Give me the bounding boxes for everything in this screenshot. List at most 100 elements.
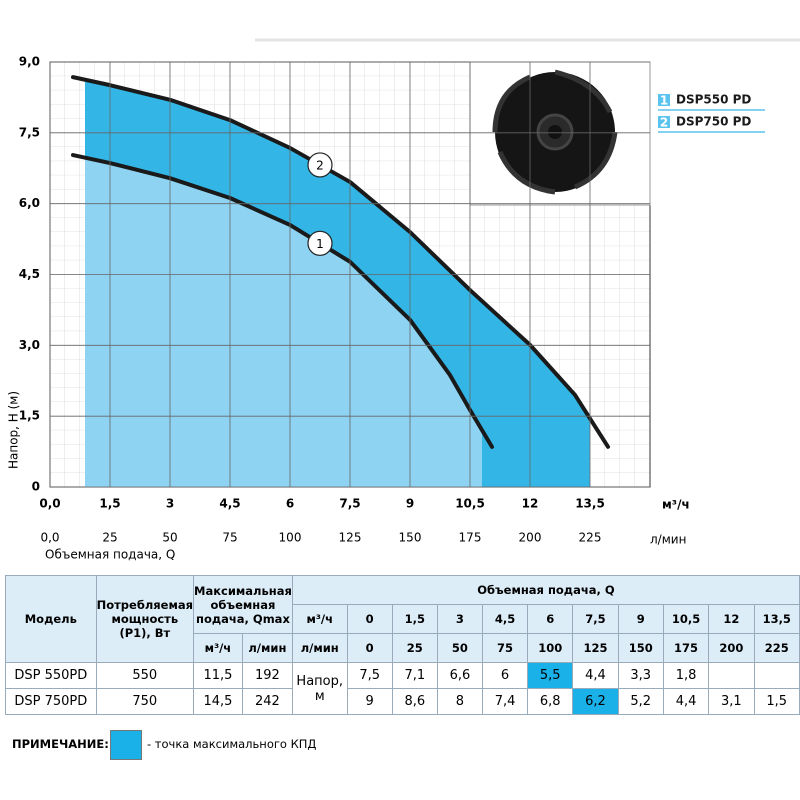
x2-tick-label: 150: [399, 531, 422, 545]
header-cell: Модель: [5, 575, 97, 663]
x2-tick-label: 200: [519, 531, 542, 545]
y-axis-label: Напор, Н (м): [7, 391, 21, 469]
header-cell: Объемная подача, Q: [291, 575, 800, 605]
x-tick-label: 9: [406, 497, 414, 511]
header-cell: м³/ч: [291, 604, 348, 634]
cell: 8,6: [391, 688, 438, 715]
header-cell: 9: [617, 604, 664, 634]
x2-tick-label: 50: [162, 531, 177, 545]
header-cell: 125: [572, 633, 619, 663]
x-unit: м³/ч: [662, 498, 690, 512]
curve-label: 1: [316, 237, 324, 251]
legend-label: DSP550 PD: [676, 93, 751, 107]
header-cell: 75: [481, 633, 529, 663]
y-tick-label: 9,0: [19, 55, 40, 69]
x2-tick-label: 0,0: [40, 531, 59, 545]
x2-tick-label: 175: [459, 531, 482, 545]
cell: 242: [241, 688, 293, 715]
cell: 6: [481, 662, 529, 689]
cell: 1,8: [662, 662, 710, 689]
legend-label: DSP750 PD: [676, 115, 751, 129]
cell: 6,2: [572, 688, 619, 715]
cell: 550: [95, 662, 195, 689]
x2-tick-label: 75: [222, 531, 237, 545]
header-cell: 4,5: [481, 604, 529, 634]
header-cell: 3: [436, 604, 483, 634]
x-tick-label: 12: [522, 497, 539, 511]
cell: 1,5: [753, 688, 800, 715]
cell: 9: [346, 688, 393, 715]
y-tick-label: 3,0: [19, 338, 40, 352]
y-tick-label: 6,0: [19, 196, 40, 210]
cell: 750: [95, 688, 195, 715]
x-tick-label: 7,5: [339, 497, 360, 511]
header-cell: 0: [346, 633, 393, 663]
header-cell: 150: [617, 633, 664, 663]
x2-tick-label: 100: [279, 531, 302, 545]
x-tick-label: 1,5: [99, 497, 120, 511]
chart: Объемная подача, Q Напор, Н (м) м³/ч л/м…: [7, 38, 800, 562]
header-cell: л/мин: [241, 633, 293, 663]
header-cell: 175: [662, 633, 710, 663]
cell: 4,4: [662, 688, 710, 715]
header-cell: 25: [391, 633, 438, 663]
cell: 11,5: [193, 662, 243, 689]
x-tick-label: 6: [286, 497, 294, 511]
header-cell: 6: [527, 604, 574, 634]
header-cell: Потребляемая мощность (Р1), Вт: [95, 575, 195, 663]
x2-tick-label: 125: [339, 531, 362, 545]
header-cell: 7,5: [572, 604, 619, 634]
cell: DSP 750PD: [5, 688, 97, 715]
legend-number: 2: [660, 116, 668, 130]
cell: 7,5: [346, 662, 393, 689]
y-tick-label: 4,5: [19, 267, 40, 281]
note-swatch: [110, 730, 142, 760]
cell: 14,5: [193, 688, 243, 715]
cell: Напор, м: [291, 662, 348, 715]
note: ПРИМЕЧАНИЕ: - точка максимального КПД: [12, 730, 412, 760]
header-cell: 200: [708, 633, 755, 663]
cell: 7,1: [391, 662, 438, 689]
x2-tick-label: 25: [102, 531, 117, 545]
cell: 5,5: [527, 662, 574, 689]
curve-label: 2: [316, 158, 324, 172]
impeller-picture: [469, 61, 651, 206]
x-tick-label: 0,0: [39, 497, 60, 511]
header-cell: 10,5: [662, 604, 710, 634]
x-tick-label: 3: [166, 497, 174, 511]
cell: 8: [436, 688, 483, 715]
y-tick-label: 1,5: [19, 409, 40, 423]
curve-label-badge: [307, 230, 333, 256]
header-cell: л/мин: [291, 633, 348, 663]
cell: 3,3: [617, 662, 664, 689]
cell: 7,4: [481, 688, 529, 715]
x-tick-label: 10,5: [455, 497, 485, 511]
curve-label-badge: [307, 152, 333, 178]
cell: 6,8: [527, 688, 574, 715]
y-tick-label: 7,5: [19, 125, 40, 139]
cell: 5,2: [617, 688, 664, 715]
header-cell: 12: [708, 604, 755, 634]
note-text: - точка максимального КПД: [147, 737, 317, 751]
cell: [753, 662, 800, 689]
legend-swatch: [658, 94, 670, 106]
x-axis-label: Объемная подача, Q: [45, 548, 175, 562]
header-cell: 100: [527, 633, 574, 663]
cell: 6,6: [436, 662, 483, 689]
x2-tick-label: 225: [579, 531, 602, 545]
cell: 192: [241, 662, 293, 689]
header-cell: 1,5: [391, 604, 438, 634]
cell: [708, 662, 755, 689]
note-label: ПРИМЕЧАНИЕ:: [12, 737, 109, 751]
header-cell: 13,5: [753, 604, 800, 634]
header-cell: 0: [346, 604, 393, 634]
header-cell: Максимальная объемная подача, Qmax: [193, 575, 293, 634]
cell: 4,4: [572, 662, 619, 689]
x2-unit: л/мин: [650, 533, 686, 547]
cell: 3,1: [708, 688, 755, 715]
operating-area: [85, 157, 482, 487]
x-tick-label: 13,5: [575, 497, 605, 511]
header-cell: 50: [436, 633, 483, 663]
x-tick-label: 4,5: [219, 497, 240, 511]
